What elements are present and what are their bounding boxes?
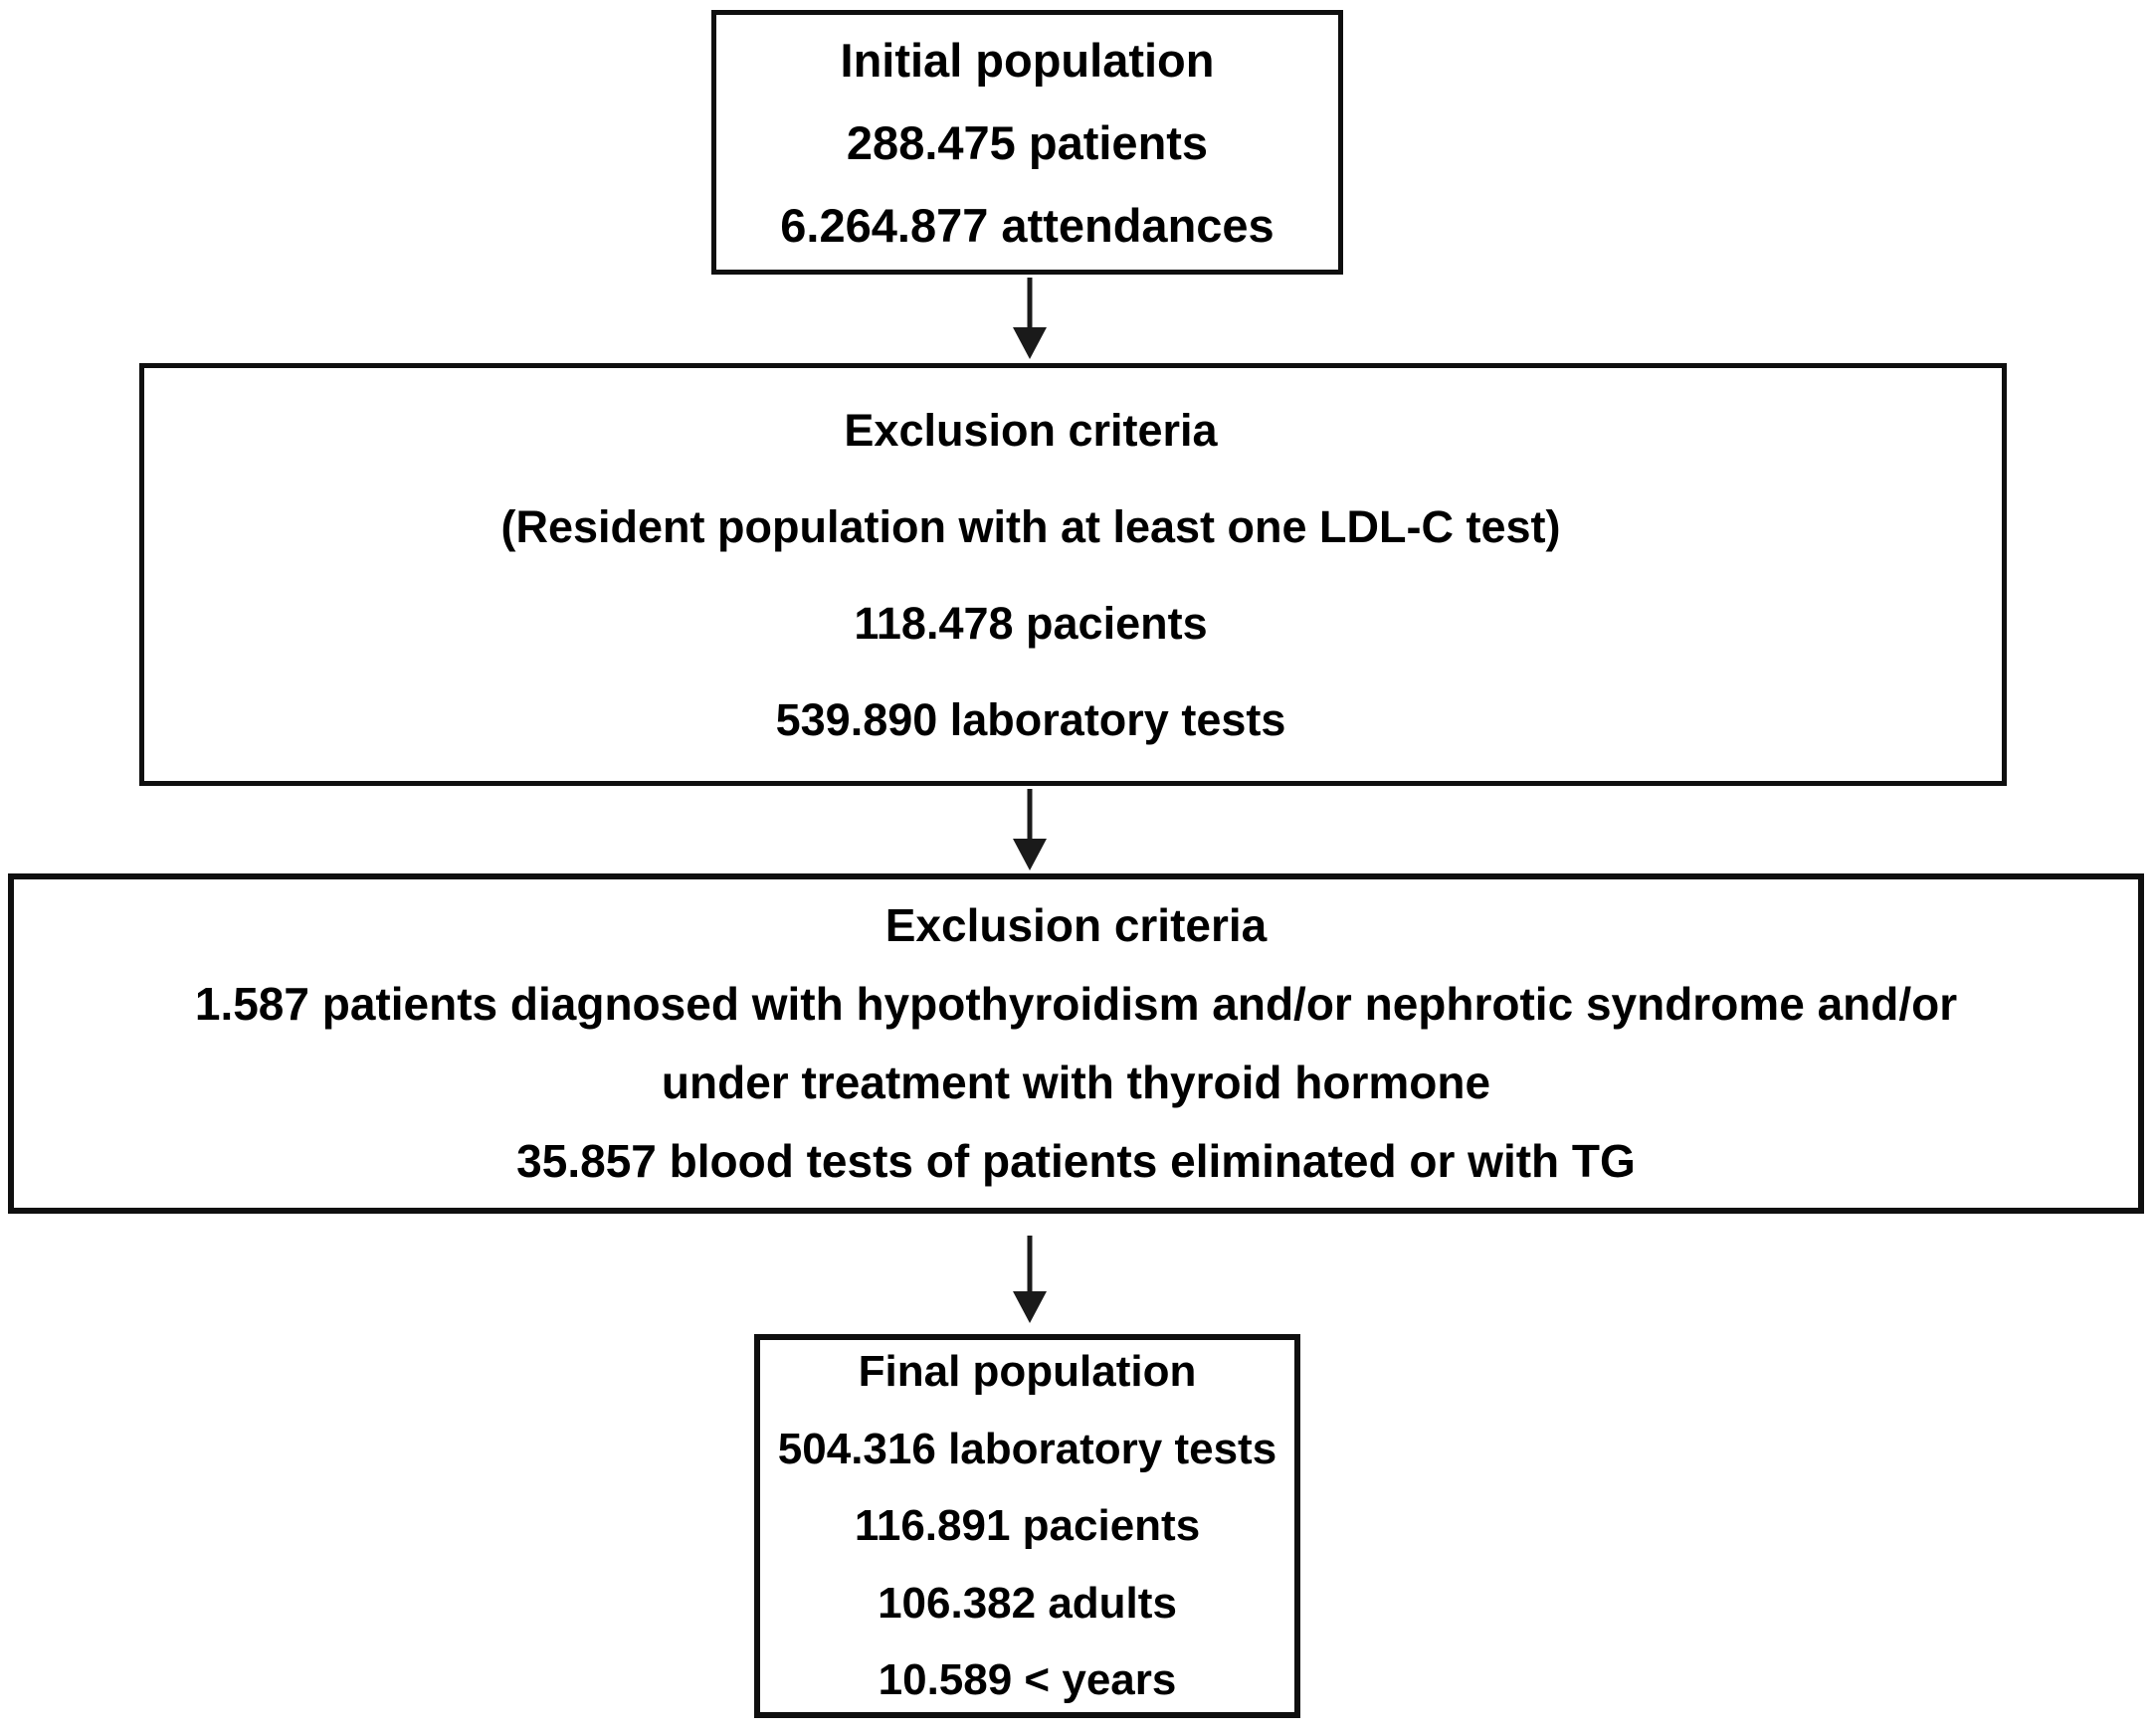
box-text-line: 6.264.877 attendances bbox=[780, 198, 1274, 252]
box-text-line: (Resident population with at least one L… bbox=[500, 500, 1561, 552]
box-title: Exclusion criteria bbox=[884, 899, 1268, 951]
box-title: Exclusion criteria bbox=[844, 404, 1218, 456]
arrow-down-icon bbox=[1008, 1234, 1052, 1325]
flow-box-exclusion-criteria-hypothyroidism: Exclusion criteria 1.587 patients diagno… bbox=[8, 873, 2144, 1214]
box-text-line: 116.891 pacients bbox=[854, 1501, 1201, 1551]
box-text-line: 10.589 < years bbox=[878, 1655, 1177, 1705]
box-text-line: 106.382 adults bbox=[878, 1578, 1177, 1628]
flow-box-final-population: Final population 504.316 laboratory test… bbox=[754, 1334, 1300, 1718]
box-title: Initial population bbox=[840, 33, 1215, 87]
arrow-down-icon bbox=[1008, 789, 1052, 870]
box-text-line: under treatment with thyroid hormone bbox=[661, 1057, 1491, 1108]
box-title: Final population bbox=[858, 1347, 1197, 1397]
box-text-line: 35.857 blood tests of patients eliminate… bbox=[516, 1135, 1636, 1187]
box-text-line: 118.478 pacients bbox=[854, 597, 1208, 649]
box-text-line: 288.475 patients bbox=[846, 115, 1209, 169]
box-text-line: 504.316 laboratory tests bbox=[777, 1424, 1277, 1473]
box-text-line: 1.587 patients diagnosed with hypothyroi… bbox=[194, 978, 1958, 1030]
flow-box-initial-population: Initial population 288.475 patients 6.26… bbox=[711, 10, 1343, 275]
box-text-line: 539.890 laboratory tests bbox=[775, 693, 1286, 745]
arrow-down-icon bbox=[1008, 278, 1052, 359]
flow-box-exclusion-criteria-ldlc: Exclusion criteria (Resident population … bbox=[139, 363, 2007, 786]
